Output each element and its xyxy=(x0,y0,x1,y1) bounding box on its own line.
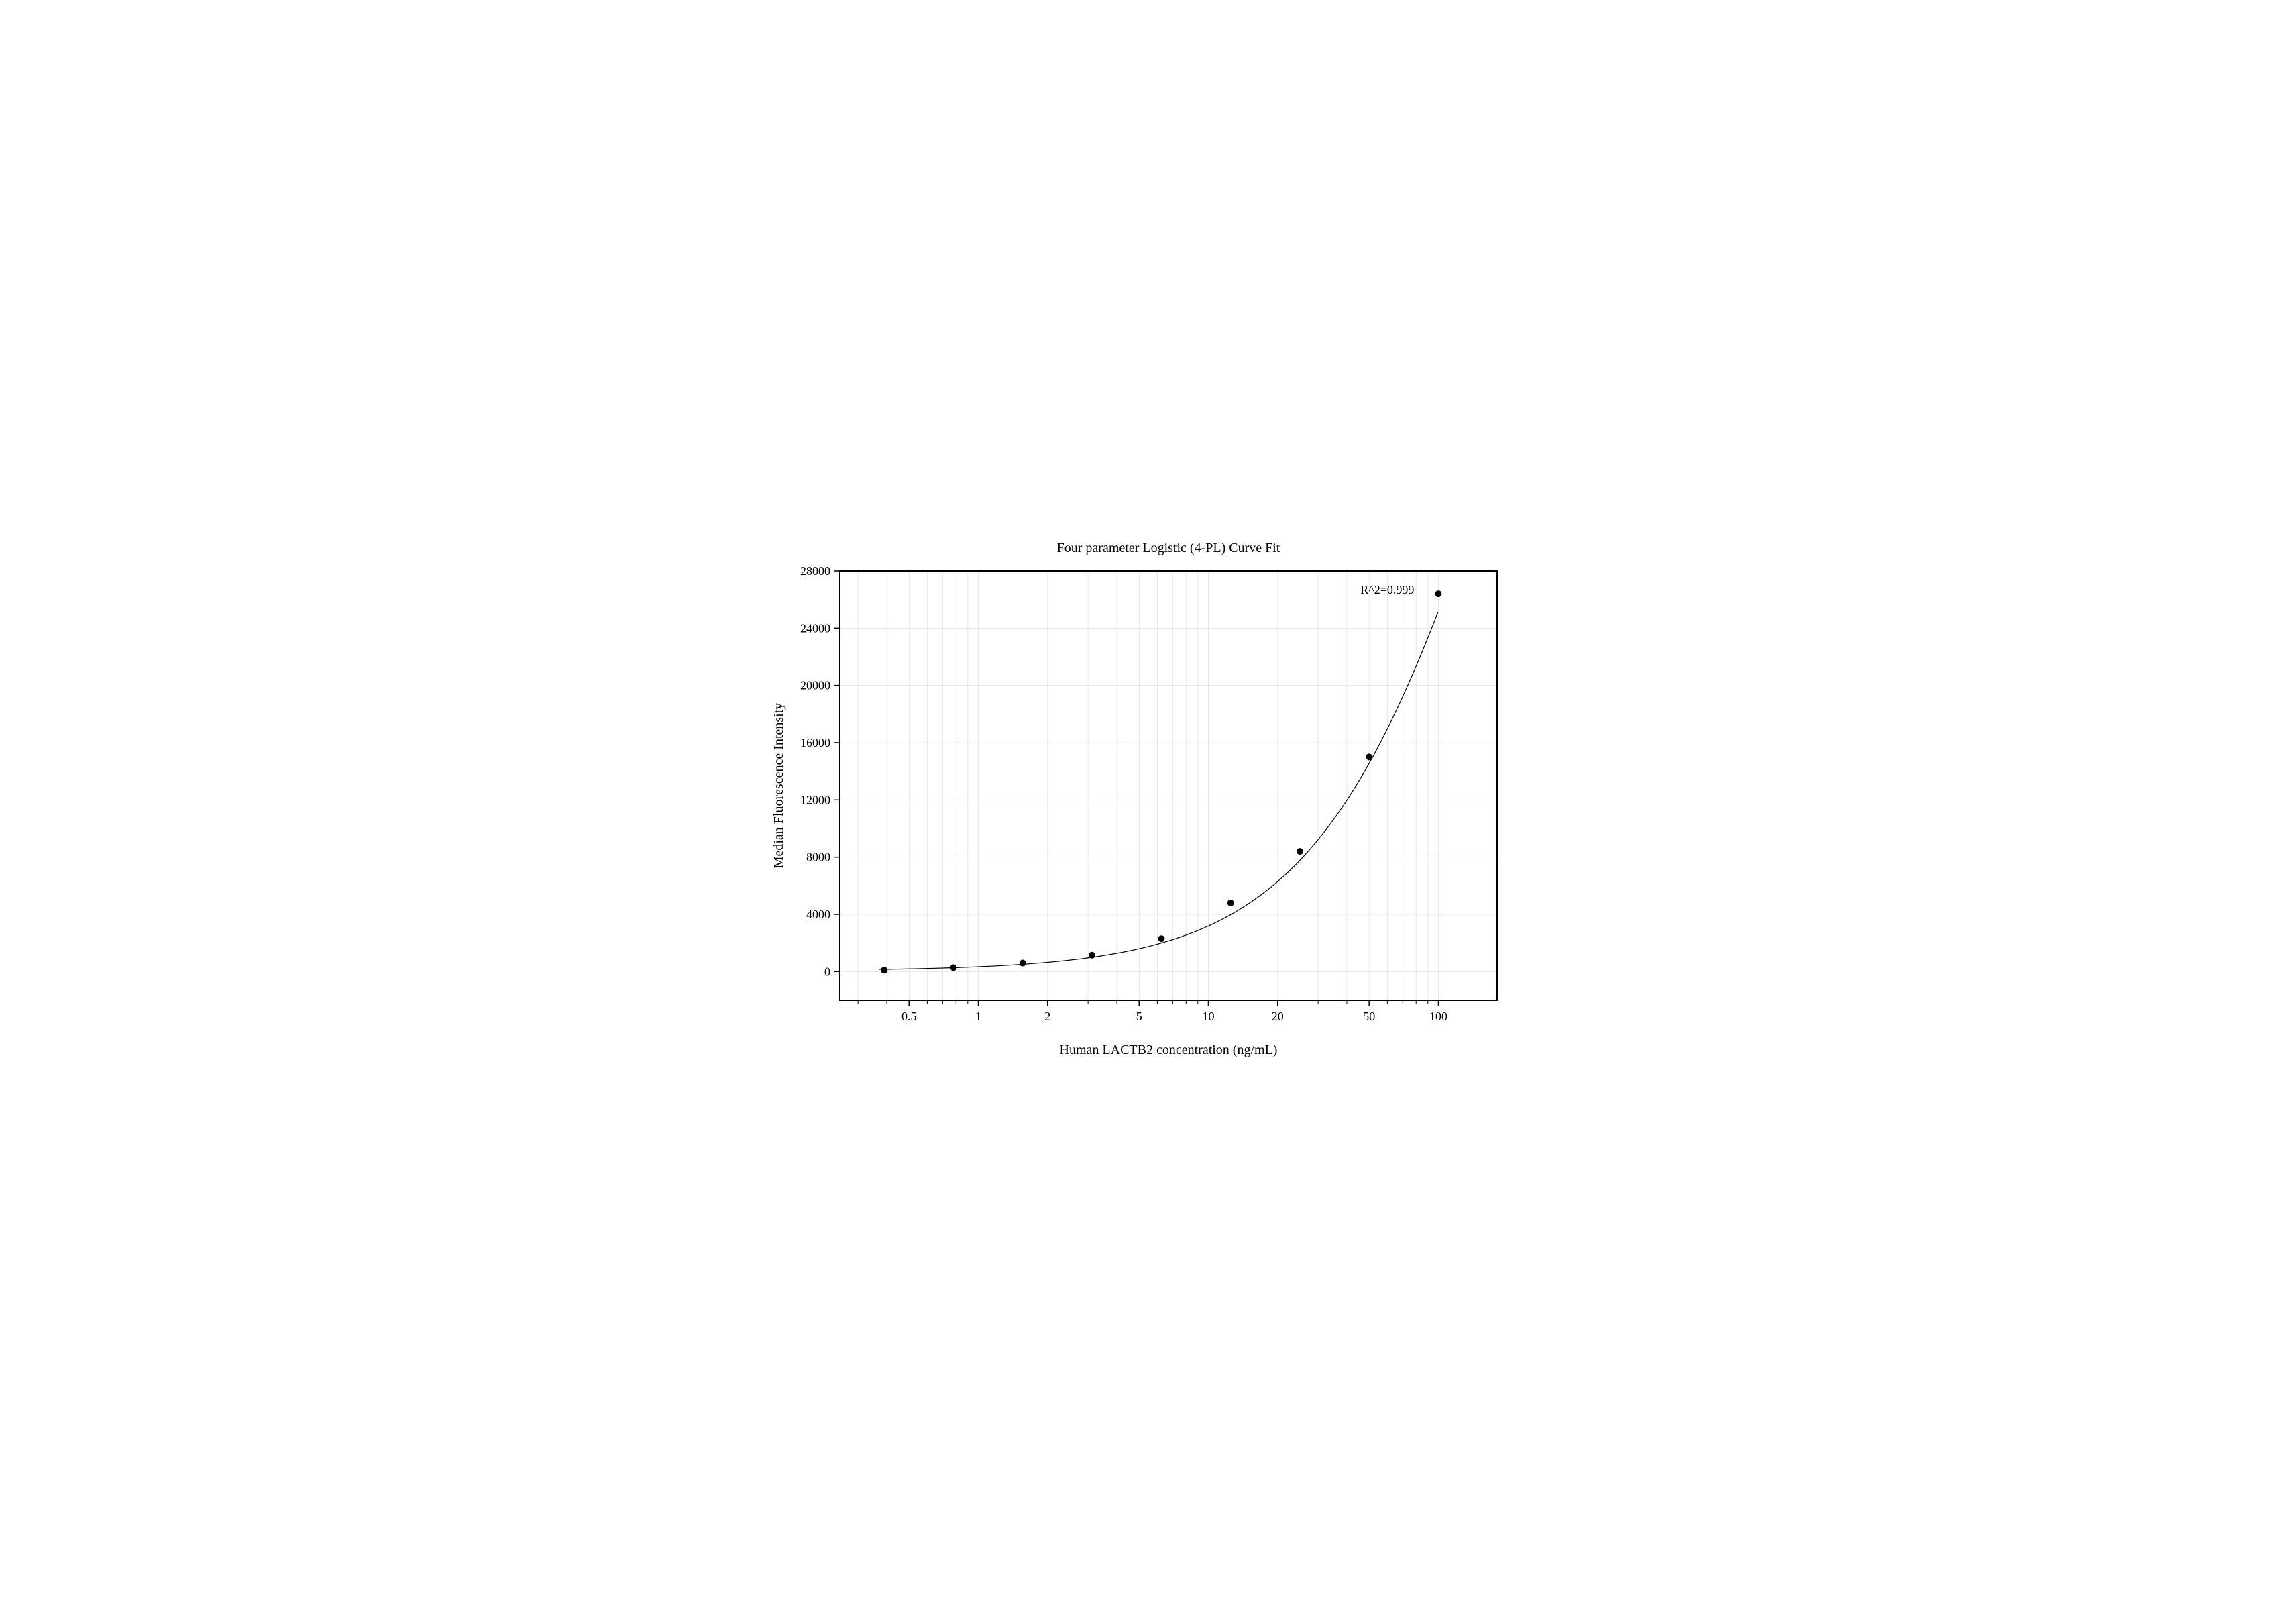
y-tick-label: 4000 xyxy=(806,908,830,921)
x-tick-label: 20 xyxy=(1271,1010,1283,1023)
y-tick-label: 16000 xyxy=(800,736,830,749)
x-tick-label: 100 xyxy=(1429,1010,1447,1023)
data-point xyxy=(1366,753,1372,760)
y-tick-label: 20000 xyxy=(800,678,830,692)
y-tick-label: 12000 xyxy=(800,793,830,806)
x-tick-label: 1 xyxy=(975,1010,981,1023)
chart-title: Four parameter Logistic (4-PL) Curve Fit xyxy=(1056,541,1280,555)
data-point xyxy=(1435,590,1441,597)
chart-background xyxy=(759,524,1537,1081)
data-point xyxy=(950,964,956,971)
data-point xyxy=(1296,848,1303,855)
r-squared-annotation: R^2=0.999 xyxy=(1360,583,1414,596)
y-tick-label: 8000 xyxy=(806,850,830,863)
chart-svg: 0.5 1 2 5 10 20 50 100 0 4000 8000 12000 16000 20000 2… xyxy=(759,524,1537,1081)
x-tick-label: 2 xyxy=(1044,1010,1050,1023)
x-tick-label: 10 xyxy=(1202,1010,1214,1023)
data-point xyxy=(1088,951,1095,958)
y-tick-label: 0 xyxy=(824,965,830,978)
y-axis-label: Median Fluorescence Intensity xyxy=(771,702,786,868)
data-point xyxy=(1227,899,1234,906)
x-tick-label: 50 xyxy=(1363,1010,1375,1023)
data-point xyxy=(1019,959,1026,966)
x-axis-label: Human LACTB2 concentration (ng/mL) xyxy=(1059,1042,1277,1057)
y-tick-label: 28000 xyxy=(800,564,830,578)
x-tick-label: 5 xyxy=(1136,1010,1142,1023)
data-point xyxy=(1158,935,1164,942)
y-tick-label: 24000 xyxy=(800,621,830,635)
x-tick-label: 0.5 xyxy=(901,1010,916,1023)
chart-container: 0.5 1 2 5 10 20 50 100 0 4000 8000 12000 16000 20000 2… xyxy=(0,0,2296,1604)
data-point xyxy=(881,967,887,973)
